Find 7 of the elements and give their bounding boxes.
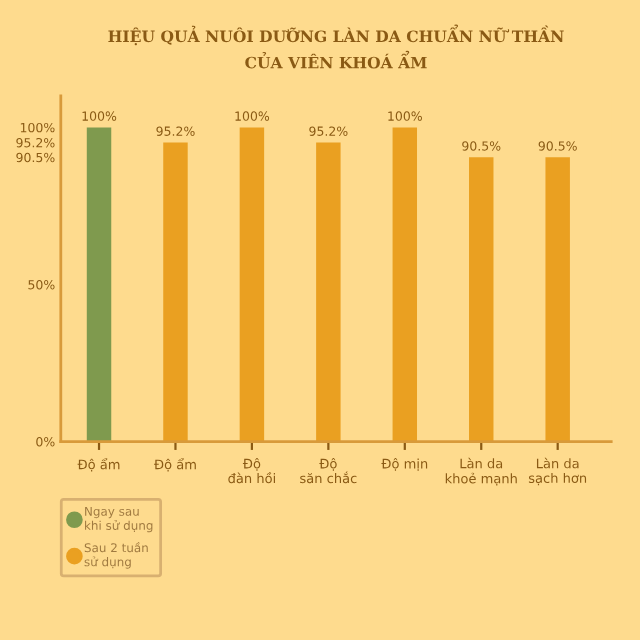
bar [86,127,112,442]
bar [163,142,188,442]
bar [392,127,418,442]
bar [469,157,494,442]
bar [545,157,570,442]
bar [316,142,341,442]
bar [239,127,265,442]
